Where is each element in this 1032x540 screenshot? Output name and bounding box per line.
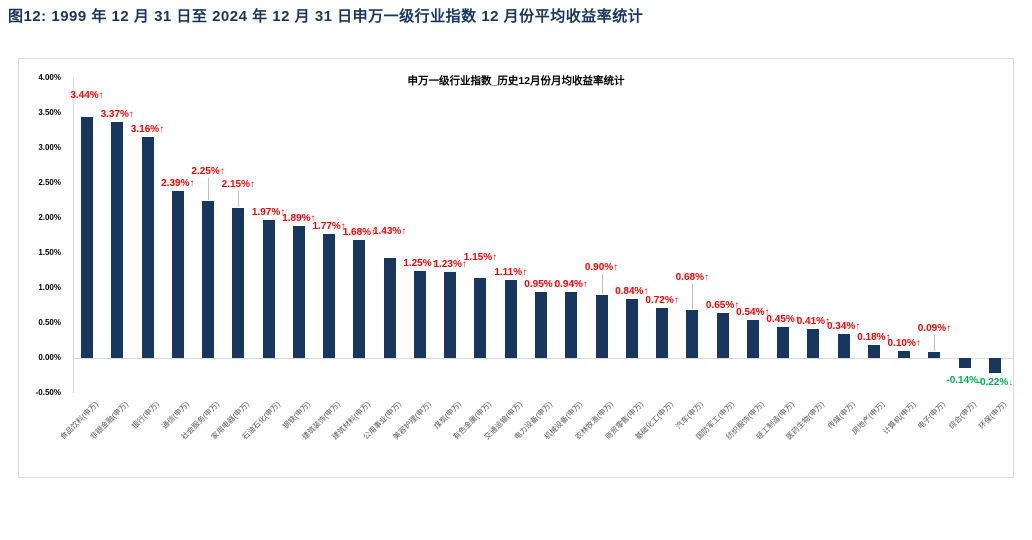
bar-value-label: 0.95%↑ [524, 278, 558, 290]
bar-value-label: 1.25%↑ [403, 257, 437, 269]
bar-value-label: 0.68%↑ [675, 272, 709, 284]
bar-value-label: 0.10%↑ [887, 338, 921, 349]
chart-area: 申万一级行业指数_历史12月份月均收益率统计 4.00% 3.50% 3.00% 2.… [18, 58, 1014, 478]
bar [716, 312, 729, 358]
bar [807, 329, 820, 358]
bar [202, 200, 215, 358]
bar-value-label: 0.94%↑ [554, 279, 588, 291]
bar [777, 326, 790, 358]
y-axis-tick-label: 4.00% [38, 73, 61, 82]
category-label: 银行(申万) [129, 399, 161, 431]
y-axis-tick-label: 3.00% [38, 143, 61, 152]
bar [81, 117, 93, 358]
bar-value-label: 1.97%↑ [251, 207, 286, 219]
bar-value-label: 1.11%↑ [494, 267, 528, 279]
bar-value-label: 0.90%↑ [584, 262, 619, 273]
bar-value-label: 1.15%↑ [463, 251, 498, 263]
bar [474, 277, 487, 358]
bar-value-label: 0.09%↑ [917, 322, 952, 334]
y-axis-line [73, 78, 74, 393]
bar-value-label: 2.25%↑ [191, 165, 225, 177]
y-axis-tick-label: 2.00% [38, 213, 61, 222]
bar [837, 334, 850, 358]
bar [323, 234, 336, 358]
category-label: 综合(申万) [946, 399, 978, 431]
bar-value-label: 1.43%↑ [372, 225, 407, 237]
bar-value-label: -0.14%↓ [946, 374, 984, 386]
bar-value-label: 1.77%↑ [312, 221, 346, 233]
bar [988, 358, 1001, 374]
y-axis-tick-label: 3.50% [38, 108, 61, 117]
bar [534, 291, 547, 358]
bar [262, 220, 275, 358]
bar [504, 280, 517, 358]
bar-value-label: 0.54%↑ [736, 307, 770, 319]
bar [595, 295, 608, 358]
bar-value-label: 0.65%↑ [705, 299, 740, 311]
y-axis-tick-label: 0.50% [38, 318, 61, 327]
bar-value-label: 3.16%↑ [130, 123, 165, 135]
y-axis-tick-label: 1.50% [38, 248, 61, 257]
bar [413, 270, 426, 358]
bar-value-label: 2.15%↑ [221, 178, 255, 190]
page-title: 图12: 1999 年 12 月 31 日至 2024 年 12 月 31 日申… [8, 8, 644, 25]
bar-value-label: 0.84%↑ [615, 286, 649, 298]
bar-value-label: 2.39%↑ [161, 177, 195, 189]
label-leader-line [692, 284, 694, 310]
bar [383, 257, 396, 358]
bar [353, 240, 366, 358]
bar-value-label: 0.45%↑ [766, 313, 800, 325]
y-axis-tick-label: 2.50% [38, 178, 61, 187]
y-axis-tick-label: -0.50% [35, 388, 61, 397]
bar-value-label: 1.68%↑ [342, 227, 377, 239]
zero-baseline [73, 358, 1013, 359]
bar-value-label: 0.34%↑ [826, 321, 861, 333]
label-leader-line [601, 274, 603, 294]
bar [565, 292, 578, 358]
bar-value-label: 0.72%↑ [645, 294, 679, 306]
bar [656, 307, 669, 358]
bar-value-label: 3.44%↑ [70, 90, 104, 102]
y-axis-tick-label: 0.00% [38, 353, 61, 362]
chart-title: 申万一级行业指数_历史12月份月均收益率统计 [407, 75, 625, 87]
bar [111, 122, 124, 358]
label-leader-line [238, 190, 240, 207]
bar-value-label: -0.22%↓ [976, 377, 1014, 389]
bar [444, 271, 457, 358]
bar-value-label: 0.18%↑ [857, 332, 891, 344]
bar [232, 207, 245, 358]
bar-value-label: 0.41%↑ [796, 316, 831, 328]
bar [958, 358, 971, 368]
label-leader-line [208, 177, 210, 200]
bar-value-label: 1.23%↑ [433, 258, 467, 270]
bar [625, 299, 638, 358]
label-leader-line [934, 334, 936, 351]
bar [686, 310, 699, 358]
y-axis-tick-label: 1.00% [38, 283, 61, 292]
bar-value-label: 3.37%↑ [100, 109, 134, 121]
bar-value-label: 1.89%↑ [282, 212, 316, 224]
bar [928, 351, 941, 358]
category-label: 电子(申万) [916, 399, 948, 431]
bar [292, 225, 305, 358]
bar [898, 351, 911, 358]
bar [867, 345, 880, 358]
bar [141, 136, 154, 358]
bar [746, 320, 759, 358]
category-label: 环保(申万) [976, 399, 1009, 431]
bar [171, 190, 184, 358]
